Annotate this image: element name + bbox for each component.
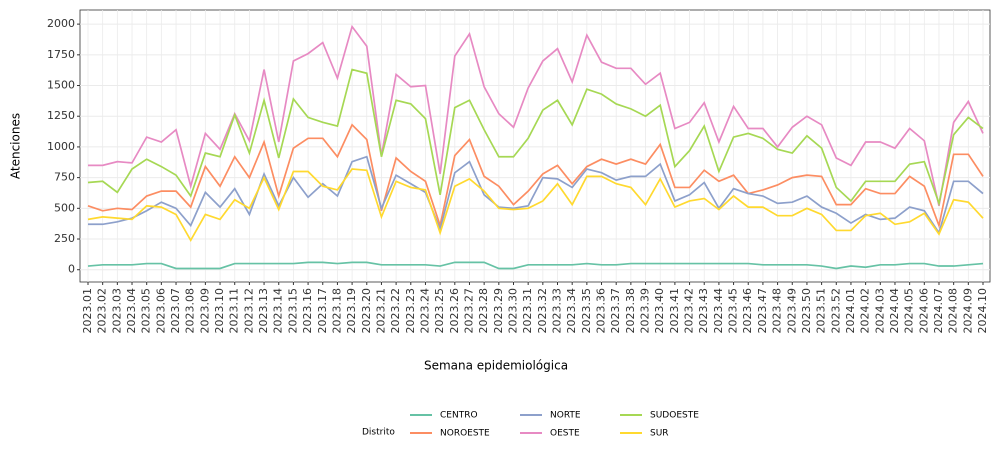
x-tick-label: 2023.40 xyxy=(653,288,666,334)
x-tick-label: 2023.02 xyxy=(96,288,109,334)
x-tick-label: 2023.33 xyxy=(551,288,564,334)
x-tick-label: 2023.12 xyxy=(242,288,255,334)
x-tick-label: 2023.23 xyxy=(404,288,417,334)
x-tick-label: 2023.15 xyxy=(286,288,299,334)
x-tick-label: 2023.03 xyxy=(110,288,123,334)
x-tick-label: 2023.21 xyxy=(374,288,387,334)
x-tick-label: 2024.06 xyxy=(917,288,930,334)
x-tick-label: 2023.07 xyxy=(169,288,182,334)
x-tick-label: 2024.10 xyxy=(976,288,989,334)
series-line xyxy=(87,123,984,229)
plot-panel xyxy=(79,9,991,283)
x-tick-label: 2024.01 xyxy=(844,288,857,334)
x-tick-label: 2023.14 xyxy=(272,288,285,334)
x-tick-label: 2023.18 xyxy=(330,288,343,334)
x-tick-label: 2023.05 xyxy=(140,288,153,334)
y-axis-title: Atenciones xyxy=(9,113,23,179)
x-tick-label: 2023.04 xyxy=(125,288,138,334)
x-tick-label: 2023.10 xyxy=(213,288,226,334)
x-tick-label: 2023.46 xyxy=(741,288,754,334)
legend-label: NOROESTE xyxy=(440,429,490,439)
x-tick-label: 2023.20 xyxy=(360,288,373,334)
x-tick-label: 2023.49 xyxy=(785,288,798,334)
x-tick-label: 2023.08 xyxy=(184,288,197,334)
y-tick-label: 2000 xyxy=(47,17,75,30)
x-axis-title: Semana epidemiológica xyxy=(424,359,568,373)
x-tick-label: 2024.03 xyxy=(873,288,886,334)
legend-label: NORTE xyxy=(550,411,581,421)
x-tick-label: 2023.17 xyxy=(316,288,329,334)
x-tick-label: 2023.32 xyxy=(536,288,549,334)
x-tick-label: 2023.19 xyxy=(345,288,358,334)
x-tick-label: 2023.06 xyxy=(154,288,167,334)
x-tick-label: 2023.44 xyxy=(712,288,725,334)
x-tick-label: 2023.31 xyxy=(521,288,534,334)
x-tick-label: 2023.39 xyxy=(639,288,652,334)
series-line xyxy=(88,24,984,207)
y-tick-label: 750 xyxy=(54,171,75,184)
x-tick-label: 2023.11 xyxy=(228,288,241,334)
x-tick-label: 2023.26 xyxy=(448,288,461,334)
x-tick-label: 2023.47 xyxy=(756,288,769,334)
x-tick-label: 2023.09 xyxy=(198,288,211,334)
x-tick-label: 2023.16 xyxy=(301,288,314,334)
y-tick-label: 1500 xyxy=(47,79,75,92)
x-tick-label: 2023.52 xyxy=(829,288,842,334)
x-tick-label: 2023.41 xyxy=(668,288,681,334)
x-tick-label: 2023.22 xyxy=(389,288,402,334)
y-tick-label: 1750 xyxy=(47,48,75,61)
x-tick-label: 2023.37 xyxy=(609,288,622,334)
legend-title: Distrito xyxy=(362,428,395,438)
x-tick-label: 2023.50 xyxy=(800,288,813,334)
x-tick-label: 2023.34 xyxy=(565,288,578,334)
legend-label: SUR xyxy=(650,429,669,439)
series-line xyxy=(88,155,984,235)
x-tick-label: 2023.28 xyxy=(477,288,490,334)
y-tick-label: 1250 xyxy=(47,109,75,122)
x-tick-label: 2024.08 xyxy=(947,288,960,334)
x-tick-label: 2024.09 xyxy=(961,288,974,334)
series-line xyxy=(87,261,984,270)
x-tick-label: 2023.48 xyxy=(771,288,784,334)
x-tick-label: 2024.07 xyxy=(932,288,945,334)
x-tick-label: 2023.01 xyxy=(81,288,94,334)
x-tick-label: 2023.36 xyxy=(595,288,608,334)
series-line xyxy=(87,168,984,242)
x-tick-label: 2024.02 xyxy=(859,288,872,334)
y-tick-label: 1000 xyxy=(47,140,75,153)
x-tick-label: 2023.13 xyxy=(257,288,270,334)
x-tick-label: 2023.51 xyxy=(815,288,828,334)
legend-label: OESTE xyxy=(550,429,580,439)
y-tick-label: 250 xyxy=(54,232,75,245)
series-line xyxy=(87,68,984,207)
x-tick-label: 2023.29 xyxy=(492,288,505,334)
x-tick-label: 2023.43 xyxy=(697,288,710,334)
x-tick-label: 2023.25 xyxy=(433,288,446,334)
x-tick-label: 2023.45 xyxy=(727,288,740,334)
x-tick-label: 2023.27 xyxy=(462,288,475,334)
x-tick-label: 2023.24 xyxy=(418,288,431,334)
legend-label: CENTRO xyxy=(440,411,478,421)
x-tick-label: 2024.04 xyxy=(888,288,901,334)
x-tick-label: 2023.35 xyxy=(580,288,593,334)
x-tick-label: 2023.38 xyxy=(624,288,637,334)
y-tick-label: 500 xyxy=(54,201,75,214)
legend-label: SUDOESTE xyxy=(650,411,699,421)
x-tick-label: 2024.05 xyxy=(903,288,916,334)
x-tick-label: 2023.42 xyxy=(683,288,696,334)
y-tick-label: 0 xyxy=(68,263,75,276)
x-tick-label: 2023.30 xyxy=(506,288,519,334)
